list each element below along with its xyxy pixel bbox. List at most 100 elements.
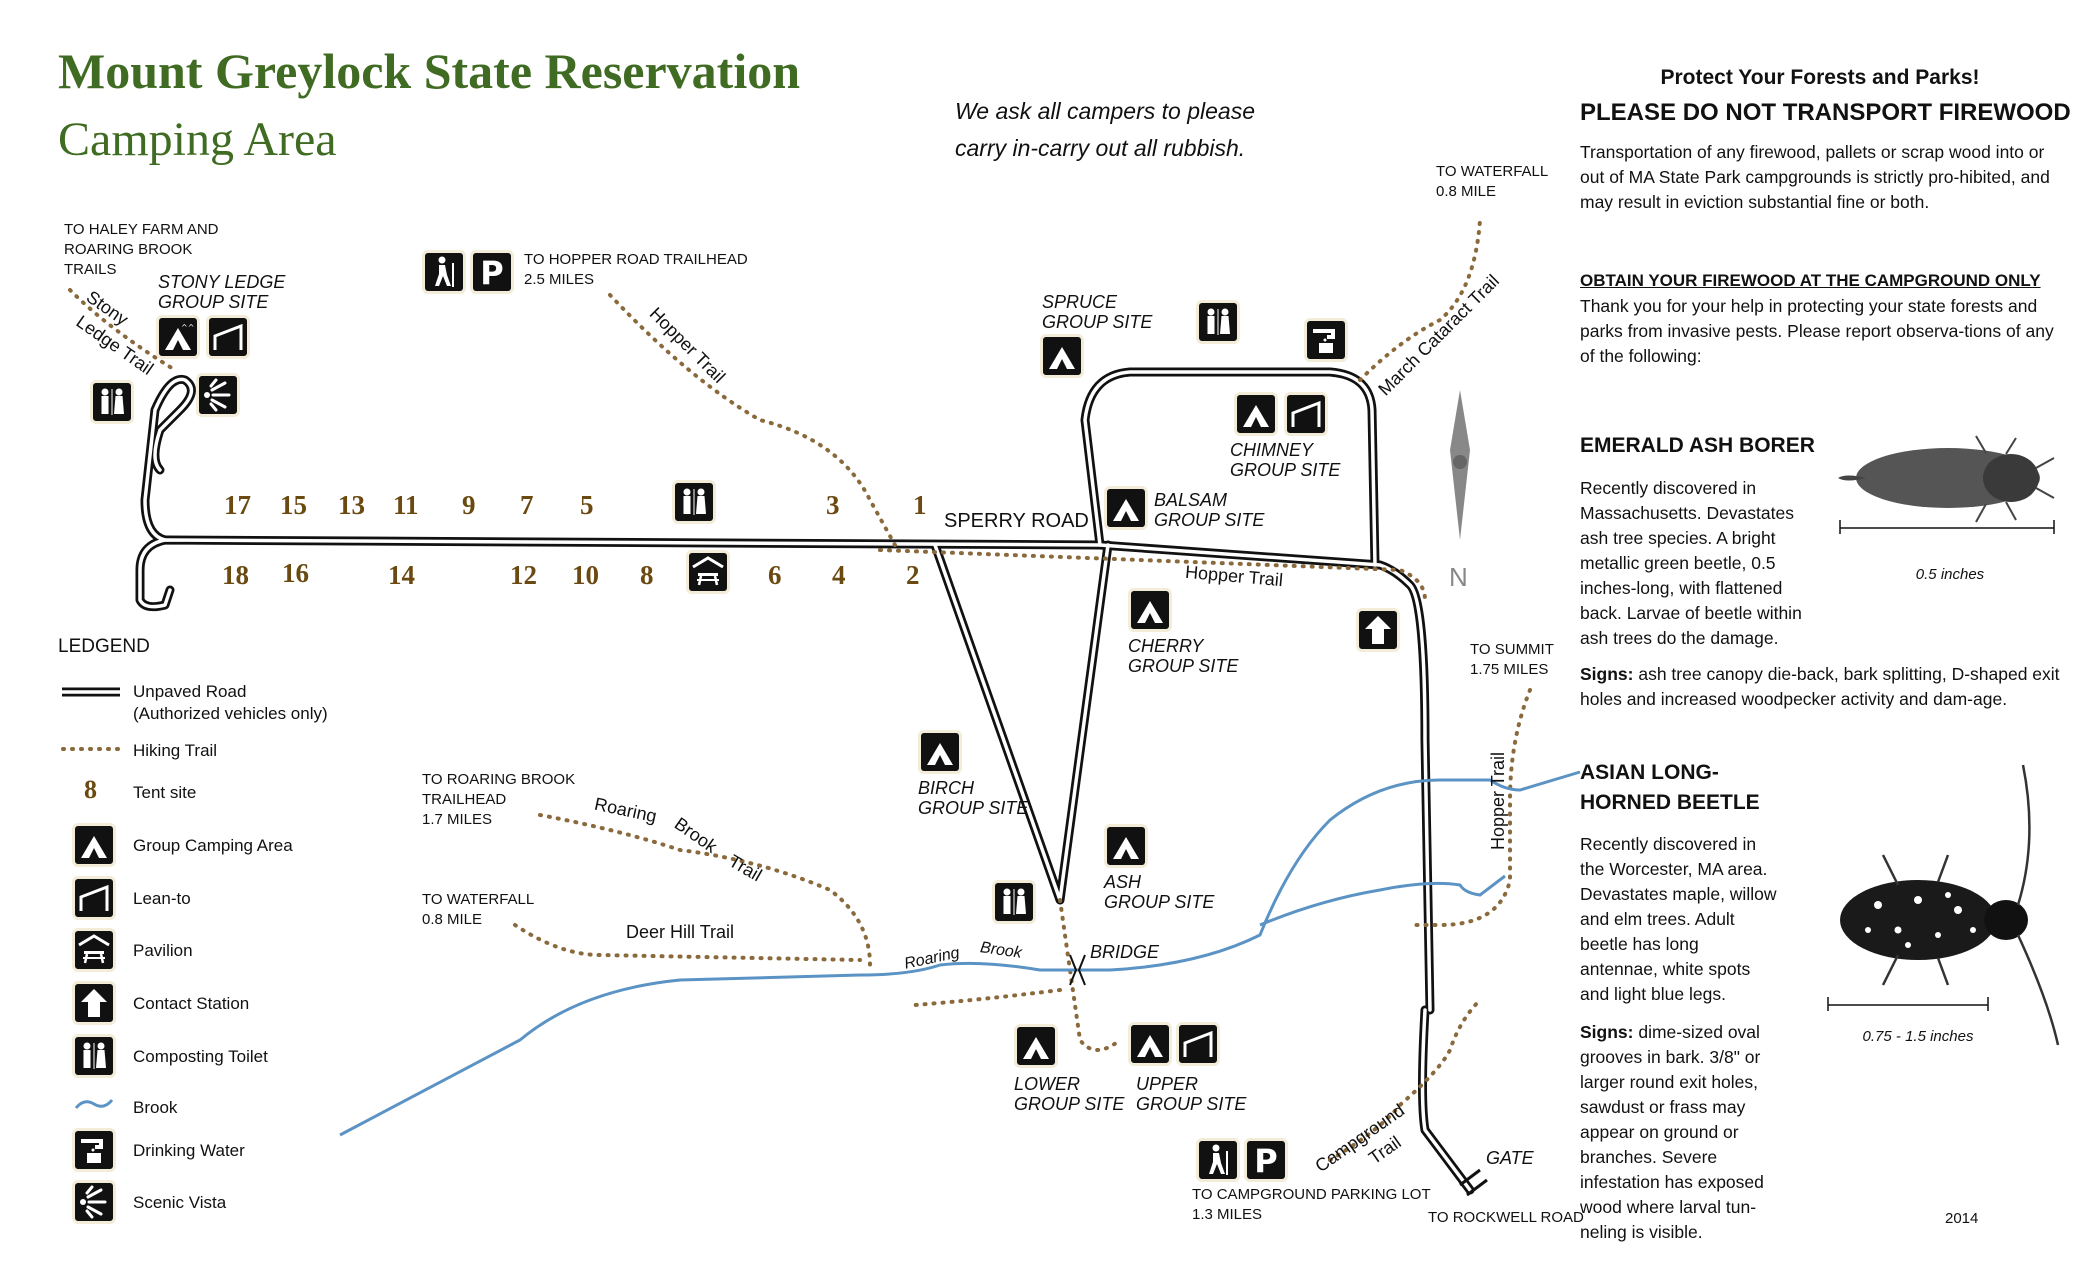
page-title: Mount Greylock State Reservation xyxy=(58,43,801,99)
composting-toilet-icon[interactable] xyxy=(90,380,134,424)
composting-toilet-icon[interactable] xyxy=(992,880,1036,924)
group-camping-icon[interactable] xyxy=(918,730,962,774)
hiking-trail-swatch xyxy=(61,747,122,751)
group-camping-icon[interactable] xyxy=(1234,392,1278,436)
legend-drinking-water: Drinking Water xyxy=(133,1141,245,1160)
label-sperry-road: SPERRY ROAD xyxy=(944,510,1089,532)
tent-site: 18 xyxy=(222,560,249,590)
hiker-icon[interactable] xyxy=(422,250,466,294)
group-camping-icon[interactable] xyxy=(1104,824,1148,868)
tent-site: 4 xyxy=(832,560,846,590)
legend-title: LEDGEND xyxy=(58,636,150,657)
lean-to-icon[interactable] xyxy=(1284,392,1328,436)
site-chimney: CHIMNEY GROUP SITE xyxy=(1230,440,1341,480)
legend-lean-to: Lean-to xyxy=(133,889,191,908)
dest-waterfall-ne: TO WATERFALL 0.8 MILE xyxy=(1436,163,1549,200)
page-subtitle: Camping Area xyxy=(58,113,337,166)
tent-site: 2 xyxy=(906,560,920,590)
parking-icon[interactable]: P xyxy=(470,250,514,294)
lean-to-icon[interactable] xyxy=(1176,1022,1220,1066)
group-camping-icon[interactable]: ^^ xyxy=(156,315,200,359)
group-camping-icon[interactable] xyxy=(1040,334,1084,378)
contact-station-icon xyxy=(72,981,116,1025)
lean-to-icon[interactable] xyxy=(206,315,250,359)
bridge xyxy=(1069,954,1086,986)
dest-haley-farm: TO HALEY FARM AND ROARING BROOK TRAILS xyxy=(64,221,219,278)
legend-composting-toilet: Composting Toilet xyxy=(133,1047,268,1066)
site-upper: UPPER GROUP SITE xyxy=(1136,1074,1247,1114)
tent-site: 15 xyxy=(280,490,307,520)
panel-paragraph-1: Transportation of any firewood, pallets … xyxy=(1580,142,2050,212)
north-arrow xyxy=(1450,390,1470,540)
site-lower: LOWER GROUP SITE xyxy=(1014,1074,1125,1114)
site-cherry: CHERRY GROUP SITE xyxy=(1128,636,1239,676)
lean-to-icon xyxy=(72,876,116,920)
tent-site: 1 xyxy=(913,490,927,520)
tent-site: 6 xyxy=(768,560,782,590)
pavilion-icon xyxy=(72,928,116,972)
rubbish-note-line2: carry in-carry out all rubbish. xyxy=(955,135,1246,161)
alb-signs: Signs: dime-sized oval grooves in bark. … xyxy=(1580,1020,1780,1245)
eab-signs: Signs: ash tree canopy die-back, bark sp… xyxy=(1580,662,2065,712)
eab-signs-label: Signs: xyxy=(1580,664,1634,684)
tent-site: 17 xyxy=(224,490,251,520)
north-label: N xyxy=(1449,562,1468,592)
alb-title: ASIAN LONG- HORNED BEETLE xyxy=(1580,761,1760,814)
tent-site: 12 xyxy=(510,560,537,590)
dest-parking-lot: TO CAMPGROUND PARKING LOT 1.3 MILES xyxy=(1192,1186,1431,1223)
brook-icon xyxy=(74,1099,114,1109)
legend-hiking-trail: Hiking Trail xyxy=(133,741,218,760)
eab-body: Recently discovered in Massachusetts. De… xyxy=(1580,478,1802,648)
year-label: 2014 xyxy=(1945,1210,1979,1227)
site-birch: BIRCH GROUP SITE xyxy=(918,778,1029,818)
alb-signs-label: Signs: xyxy=(1580,1022,1634,1042)
tent-site: 7 xyxy=(520,490,534,520)
dest-hopper-road: TO HOPPER ROAD TRAILHEAD 2.5 MILES xyxy=(524,251,748,288)
group-camping-icon[interactable] xyxy=(1128,1022,1172,1066)
group-camping-icon[interactable] xyxy=(1014,1024,1058,1068)
dest-waterfall-w: TO WATERFALL 0.8 MILE xyxy=(422,891,535,928)
tent-site: 5 xyxy=(580,490,594,520)
trail-label-hopper-se: Hopper Trail xyxy=(1488,751,1508,850)
contact-station-icon[interactable] xyxy=(1356,608,1400,652)
panel-heading-1: Protect Your Forests and Parks! xyxy=(1660,66,1980,89)
legend-brook: Brook xyxy=(133,1098,178,1117)
unpaved-road-swatch xyxy=(62,687,120,697)
tent-site: 16 xyxy=(282,558,309,588)
site-ash: ASH GROUP SITE xyxy=(1104,872,1215,912)
parking-icon[interactable]: P xyxy=(1244,1138,1288,1182)
gate xyxy=(1459,1168,1488,1197)
panel-paragraph-2: Thank you for your help in protecting yo… xyxy=(1580,296,2054,366)
dest-roaring-brook-trailhead: TO ROARING BROOK TRAILHEAD 1.7 MILES xyxy=(422,771,576,828)
panel-heading-2: PLEASE DO NOT TRANSPORT FIREWOOD xyxy=(1580,99,2071,126)
asian-longhorned-beetle-image xyxy=(1827,764,2060,1046)
alb-signs-text: dime-sized oval grooves in bark. 3/8" or… xyxy=(1580,1022,1764,1242)
pavilion-icon[interactable] xyxy=(686,550,730,594)
group-camping-icon xyxy=(72,823,116,867)
hiker-icon[interactable] xyxy=(1196,1138,1240,1182)
scenic-vista-icon[interactable] xyxy=(196,373,240,417)
legend-contact-station: Contact Station xyxy=(133,994,250,1013)
eab-scale-caption: 0.5 inches xyxy=(1915,566,1985,583)
hiking-trails xyxy=(68,218,1532,1162)
tent-site: 13 xyxy=(338,490,365,520)
composting-toilet-icon[interactable] xyxy=(672,480,716,524)
drinking-water-icon[interactable] xyxy=(1304,318,1348,362)
dest-rockwell-road: TO ROCKWELL ROAD xyxy=(1428,1209,1584,1226)
road-network xyxy=(135,367,1475,1195)
eab-title: EMERALD ASH BORER xyxy=(1580,434,1815,457)
panel-subheading: OBTAIN YOUR FIREWOOD AT THE CAMPGROUND O… xyxy=(1580,271,2041,290)
drinking-water-icon xyxy=(72,1128,116,1172)
composting-toilet-icon[interactable] xyxy=(1196,300,1240,344)
legend-unpaved-road: Unpaved Road (Authorized vehicles only) xyxy=(133,682,328,723)
tent-site-sample: 8 xyxy=(84,775,97,804)
eab-signs-text: ash tree canopy die-back, bark splitting… xyxy=(1580,664,2060,709)
emerald-ash-borer-image xyxy=(1838,435,2055,534)
legend-group-camping: Group Camping Area xyxy=(133,836,293,855)
group-camping-icon[interactable] xyxy=(1104,486,1148,530)
composting-toilet-icon xyxy=(72,1034,116,1078)
group-camping-icon[interactable] xyxy=(1128,588,1172,632)
legend-scenic-vista: Scenic Vista xyxy=(133,1193,227,1212)
tent-site: 10 xyxy=(572,560,599,590)
